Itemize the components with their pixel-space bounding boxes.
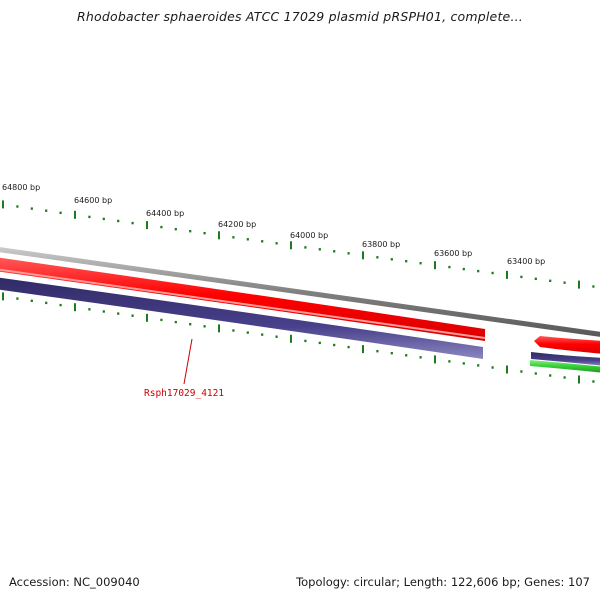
inner-ruler-ticks [2, 292, 595, 384]
rna-gene-arrow[interactable] [530, 360, 600, 373]
map-title: Rhodobacter sphaeroides ATCC 17029 plasm… [77, 9, 523, 24]
ruler-label-63400: 63400 bp [507, 257, 545, 266]
ruler-label-63600: 63600 bp [434, 249, 472, 258]
outer-ruler-ticks [2, 200, 595, 289]
backbone-line [0, 247, 600, 337]
accession-text: Accession: NC_009040 [9, 575, 140, 589]
gene-label-leader [183, 338, 193, 385]
reverse-gene-arrow-right[interactable] [531, 352, 600, 366]
ruler-label-64600: 64600 bp [74, 196, 112, 205]
ruler-label-64000: 64000 bp [290, 231, 328, 240]
ruler-label-64800: 64800 bp [2, 183, 40, 192]
ruler-label-64400: 64400 bp [146, 209, 184, 218]
reverse-gene-arrow[interactable] [0, 277, 483, 359]
ruler-label-64200: 64200 bp [218, 220, 256, 229]
gene-label[interactable]: Rsph17029_4121 [144, 388, 224, 399]
ruler-label-63800: 63800 bp [362, 240, 400, 249]
topology-summary: Topology: circular; Length: 122,606 bp; … [296, 575, 590, 589]
forward-gene-arrow-right[interactable] [534, 336, 600, 354]
forward-gene-highlight [0, 268, 486, 339]
